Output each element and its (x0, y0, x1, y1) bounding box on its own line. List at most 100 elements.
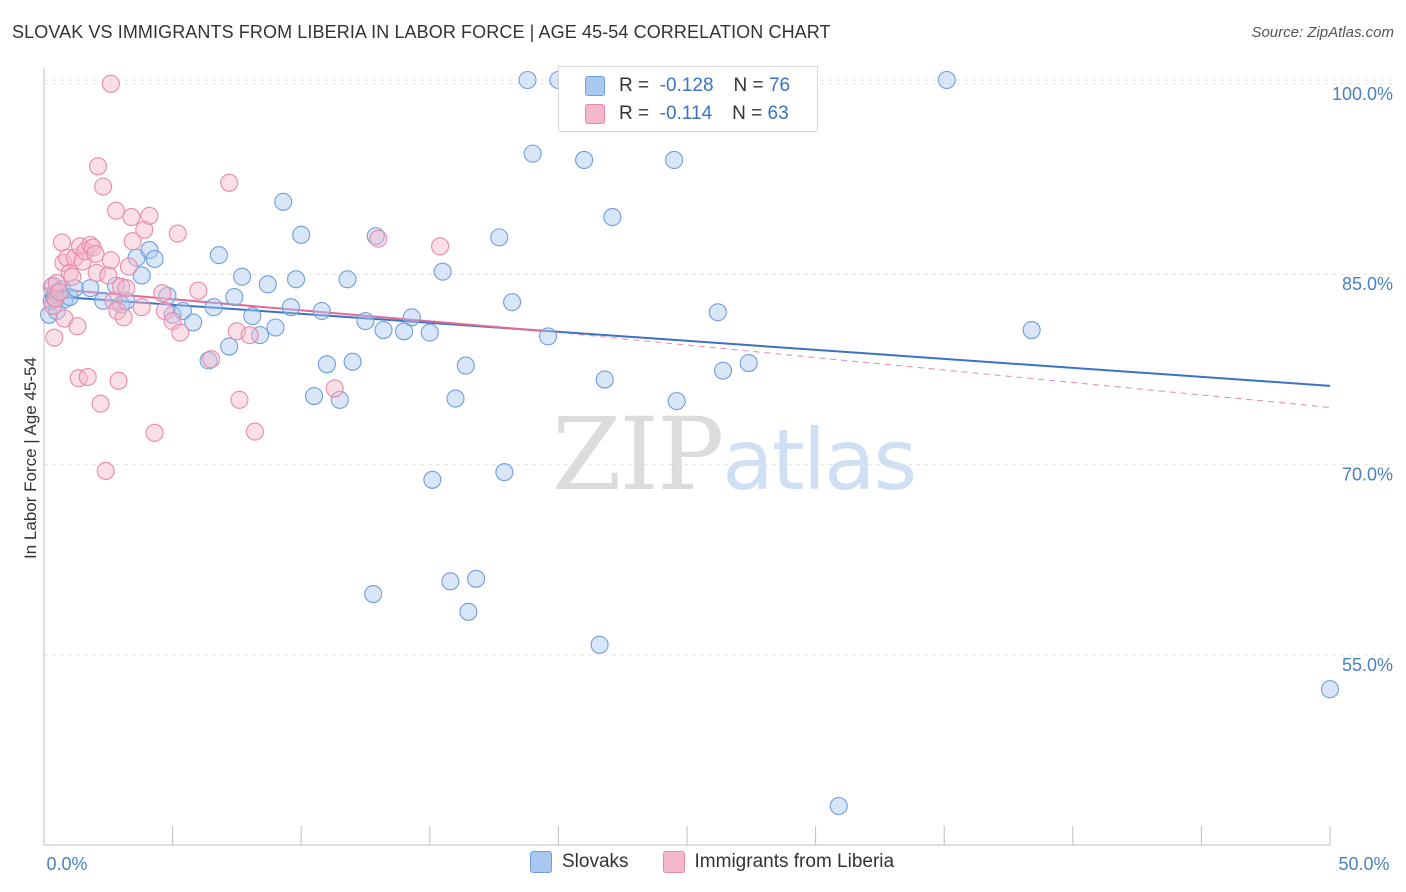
point-slovaks (665, 150, 684, 170)
point-slovaks (364, 584, 383, 604)
point-slovaks (209, 246, 228, 265)
point-slovaks (495, 463, 514, 482)
point-slovaks (467, 569, 486, 588)
point-liberia (114, 308, 133, 327)
point-slovaks (220, 337, 239, 356)
point-slovaks (232, 267, 252, 286)
tick-labels: 55.0% 70.0% 85.0% 100.0% 0.0% 50.0% (46, 84, 1393, 874)
point-slovaks (330, 390, 349, 409)
point-slovaks (250, 326, 270, 345)
point-liberia (81, 235, 100, 255)
watermark-zip: ZIP (552, 396, 724, 513)
r-label: R = (619, 75, 650, 96)
point-slovaks (287, 270, 306, 289)
legend-item-liberia[interactable]: Immigrants from Liberia (662, 851, 895, 873)
source-label[interactable]: Source: ZipAtlas.com (1251, 24, 1394, 41)
point-slovaks (829, 796, 848, 816)
n-value: 63 (767, 103, 789, 124)
point-liberia (87, 263, 106, 282)
point-liberia (230, 390, 249, 409)
point-liberia (86, 244, 105, 263)
point-liberia (369, 229, 388, 248)
x-tick-label: 0.0% (46, 854, 87, 874)
series-legend: Slovaks Immigrants from Liberia (530, 851, 928, 873)
trend-line-slovaks (43, 294, 1331, 387)
point-slovaks (281, 298, 300, 317)
point-liberia (109, 371, 128, 390)
point-liberia (50, 282, 69, 302)
point-liberia (99, 266, 118, 285)
y-axis-label: In Labor Force | Age 45-54 (21, 357, 40, 559)
slovaks-swatch (530, 851, 552, 873)
point-liberia (96, 461, 115, 480)
point-slovaks (374, 320, 393, 340)
point-liberia (106, 201, 126, 220)
data-points (40, 70, 1340, 816)
point-liberia (325, 379, 344, 398)
n-value: 76 (768, 75, 791, 96)
point-slovaks (184, 313, 203, 332)
point-slovaks (420, 323, 439, 342)
point-liberia (88, 157, 108, 176)
point-slovaks (158, 286, 177, 305)
point-liberia (145, 423, 164, 442)
point-liberia (45, 328, 64, 347)
point-slovaks (539, 327, 558, 346)
point-slovaks (423, 470, 442, 489)
n-label: N = (732, 103, 763, 124)
point-liberia (119, 257, 138, 276)
point-slovaks (1320, 680, 1340, 699)
x-tick-label: 50.0% (1338, 854, 1389, 874)
axes (43, 68, 1331, 846)
point-slovaks (132, 266, 151, 285)
point-slovaks (94, 291, 113, 310)
point-slovaks (81, 279, 100, 298)
point-slovaks (503, 293, 522, 312)
correlation-legend: R = -0.128 N = 76 R = -0.114 N = 63 (558, 66, 818, 132)
legend-item-slovaks[interactable]: Slovaks (530, 851, 629, 873)
point-liberia (101, 74, 120, 93)
point-slovaks (456, 356, 475, 375)
point-slovaks (490, 228, 509, 247)
point-slovaks (266, 318, 285, 337)
point-slovaks (708, 303, 727, 322)
point-liberia (153, 284, 172, 303)
point-slovaks (518, 70, 537, 90)
point-slovaks (459, 602, 478, 621)
chart-title: SLOVAK VS IMMIGRANTS FROM LIBERIA IN LAB… (12, 22, 831, 42)
point-slovaks (575, 150, 594, 170)
y-tick-label: 100.0% (1332, 84, 1393, 104)
r-value: -0.128 (659, 75, 714, 96)
point-slovaks (366, 227, 385, 246)
point-liberia (52, 233, 72, 252)
point-slovaks (713, 361, 733, 380)
point-liberia (132, 298, 151, 317)
point-liberia (58, 248, 77, 267)
point-liberia (240, 326, 259, 345)
point-liberia (168, 224, 187, 243)
point-slovaks (145, 249, 164, 269)
point-slovaks (523, 144, 542, 163)
point-slovaks (446, 389, 465, 408)
point-slovaks (395, 322, 414, 341)
point-slovaks (312, 301, 331, 321)
point-slovaks (603, 208, 622, 227)
point-slovaks (937, 70, 956, 90)
y-tick-label: 70.0% (1342, 465, 1393, 485)
point-slovaks (60, 287, 79, 307)
legend-label: Immigrants from Liberia (694, 851, 895, 872)
y-tick-label: 85.0% (1342, 274, 1393, 294)
point-liberia (431, 237, 450, 256)
point-liberia (78, 367, 97, 387)
point-liberia (63, 267, 82, 286)
point-slovaks (343, 352, 362, 371)
point-slovaks (140, 241, 159, 260)
y-tick-label: 55.0% (1342, 655, 1393, 675)
point-liberia (155, 301, 174, 321)
point-liberia (117, 279, 136, 298)
point-slovaks (402, 308, 421, 327)
point-liberia (189, 281, 208, 300)
point-liberia (122, 208, 141, 227)
liberia-swatch (662, 851, 685, 873)
